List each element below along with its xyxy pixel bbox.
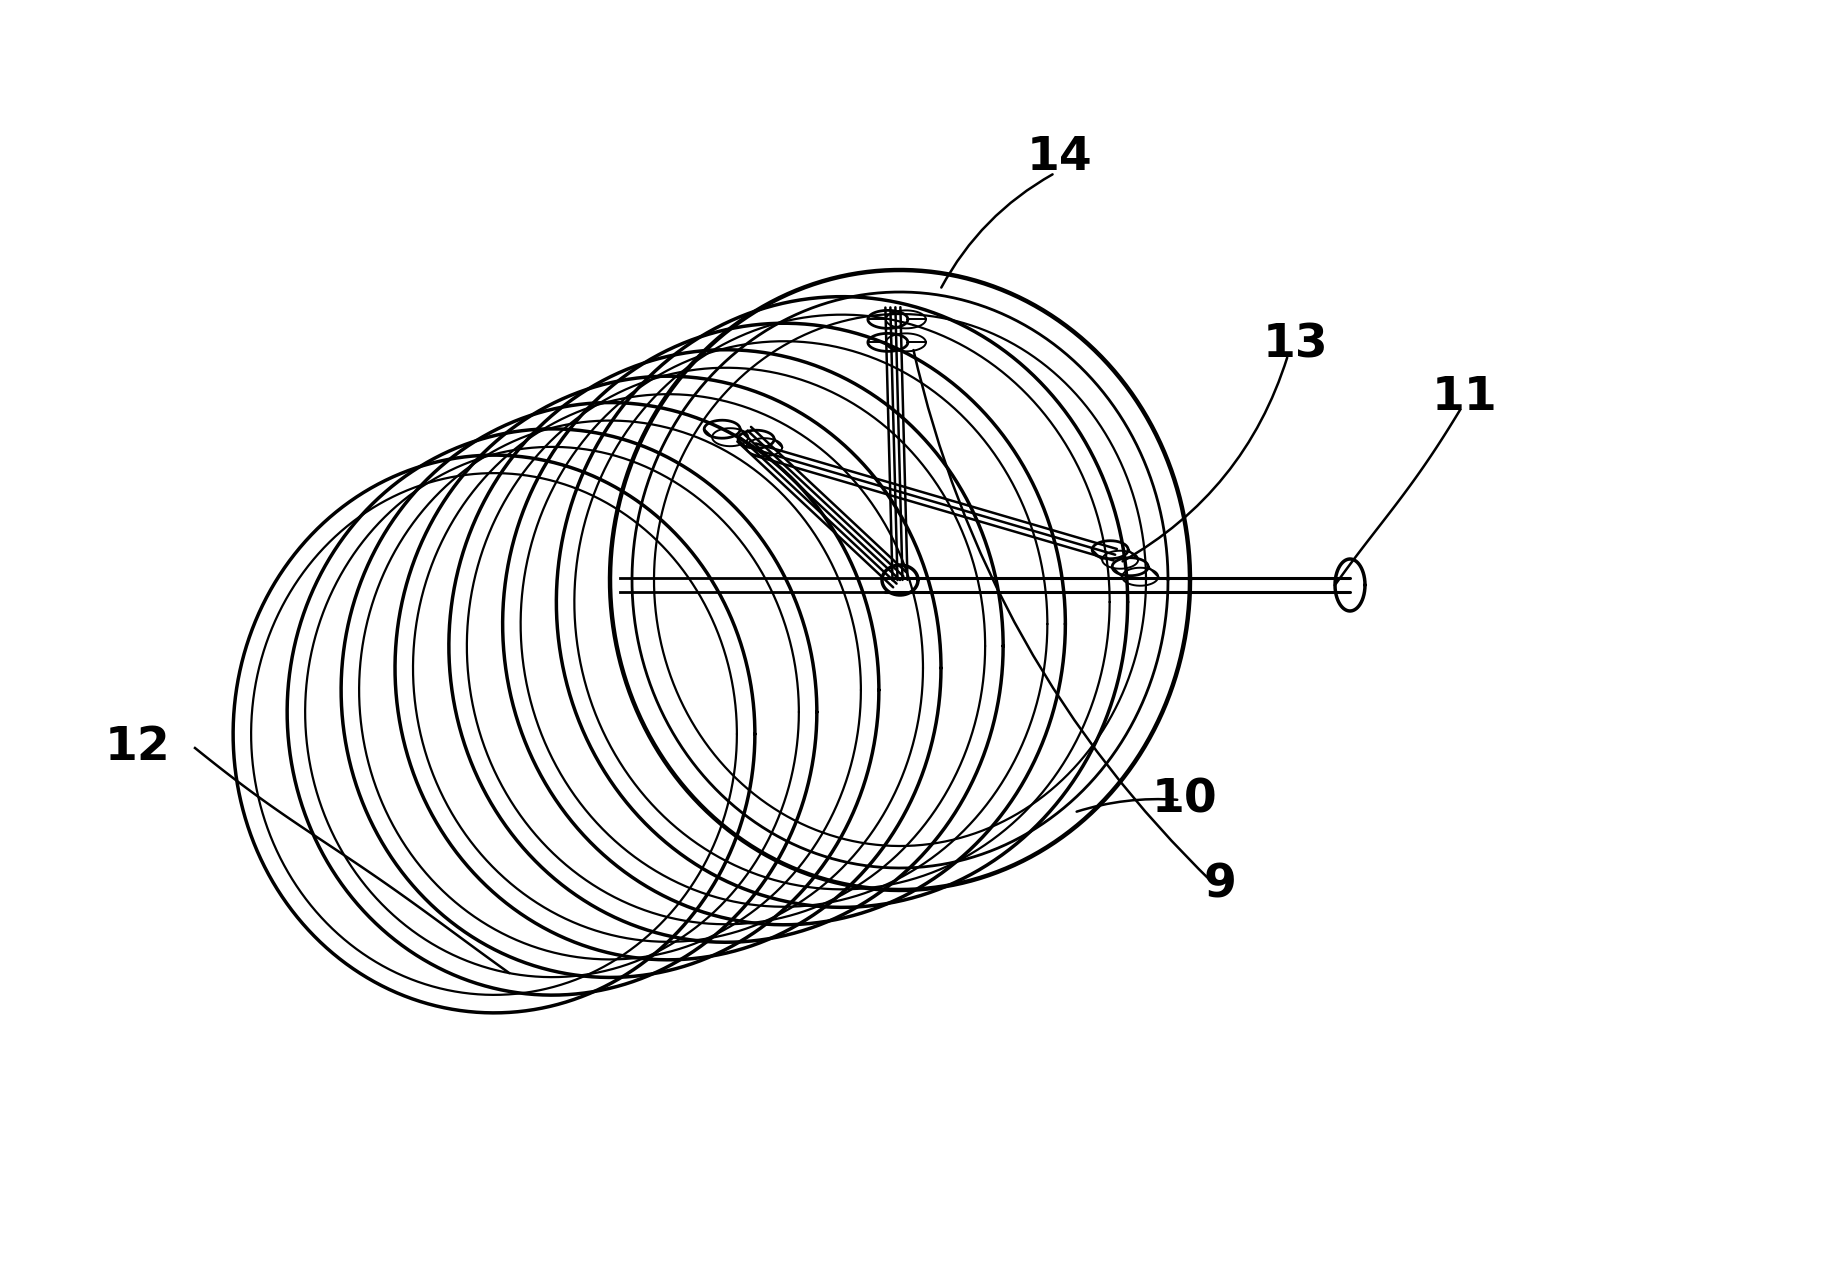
Text: 14: 14	[1026, 135, 1093, 181]
Text: 13: 13	[1263, 322, 1327, 368]
Text: 9: 9	[1204, 863, 1237, 908]
Text: 11: 11	[1432, 375, 1497, 421]
Text: 10: 10	[1152, 778, 1218, 822]
Text: 12: 12	[105, 725, 172, 770]
